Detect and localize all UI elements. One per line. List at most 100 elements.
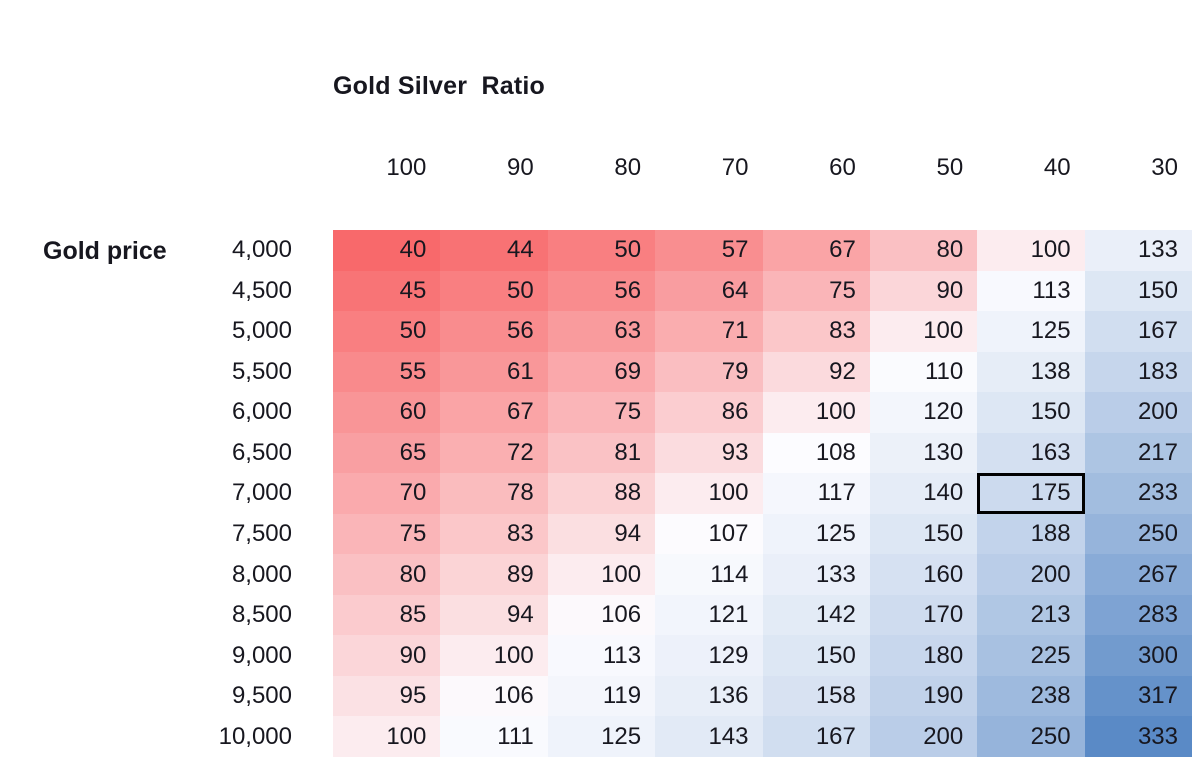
heatmap-cell[interactable]: 160: [869, 554, 978, 595]
heatmap-cell[interactable]: 163: [977, 432, 1085, 474]
heatmap-cell[interactable]: 117: [762, 473, 870, 514]
heatmap-cell[interactable]: 61: [440, 351, 548, 393]
heatmap-cell[interactable]: 94: [547, 513, 656, 555]
heatmap-cell[interactable]: 188: [977, 513, 1085, 555]
heatmap-cell[interactable]: 180: [869, 635, 978, 676]
heatmap-cell[interactable]: 100: [762, 392, 870, 433]
heatmap-cell[interactable]: 55: [333, 351, 441, 393]
heatmap-cell[interactable]: 283: [1084, 594, 1192, 636]
heatmap-cell[interactable]: 125: [547, 716, 656, 757]
heatmap-cell[interactable]: 75: [547, 392, 656, 433]
heatmap-cell[interactable]: 150: [977, 392, 1085, 433]
heatmap-cell[interactable]: 81: [547, 432, 656, 474]
heatmap-cell[interactable]: 110: [869, 351, 978, 393]
heatmap-cell[interactable]: 100: [655, 473, 763, 514]
heatmap-cell[interactable]: 79: [655, 351, 763, 393]
heatmap-cell[interactable]: 107: [655, 513, 763, 555]
heatmap-cell[interactable]: 200: [977, 554, 1085, 595]
heatmap-cell[interactable]: 150: [762, 635, 870, 676]
heatmap-cell[interactable]: 106: [440, 675, 548, 717]
heatmap-cell[interactable]: 80: [333, 554, 441, 595]
heatmap-cell[interactable]: 250: [977, 716, 1085, 757]
heatmap-cell[interactable]: 72: [440, 432, 548, 474]
heatmap-cell[interactable]: 75: [333, 513, 441, 555]
heatmap-cell[interactable]: 40: [333, 230, 441, 271]
heatmap-cell[interactable]: 56: [547, 270, 656, 312]
heatmap-cell[interactable]: 90: [333, 635, 441, 676]
heatmap-cell[interactable]: 317: [1084, 675, 1192, 717]
heatmap-cell[interactable]: 90: [869, 270, 978, 312]
heatmap-cell[interactable]: 92: [762, 351, 870, 393]
heatmap-cell[interactable]: 50: [333, 311, 441, 352]
heatmap-cell[interactable]: 125: [977, 311, 1085, 352]
heatmap-cell[interactable]: 63: [547, 311, 656, 352]
heatmap-cell[interactable]: 89: [440, 554, 548, 595]
heatmap-cell[interactable]: 121: [655, 594, 763, 636]
heatmap-cell[interactable]: 267: [1084, 554, 1192, 595]
heatmap-cell[interactable]: 130: [869, 432, 978, 474]
heatmap-cell[interactable]: 200: [869, 716, 978, 757]
heatmap-cell[interactable]: 238: [977, 675, 1085, 717]
heatmap-cell-selected[interactable]: 175: [977, 473, 1085, 514]
heatmap-cell[interactable]: 113: [547, 635, 656, 676]
heatmap-cell[interactable]: 217: [1084, 432, 1192, 474]
heatmap-cell[interactable]: 45: [333, 270, 441, 312]
heatmap-cell[interactable]: 57: [655, 230, 763, 271]
heatmap-cell[interactable]: 190: [869, 675, 978, 717]
heatmap-cell[interactable]: 125: [762, 513, 870, 555]
heatmap-cell[interactable]: 136: [655, 675, 763, 717]
heatmap-cell[interactable]: 213: [977, 594, 1085, 636]
heatmap-cell[interactable]: 183: [1084, 351, 1192, 393]
heatmap-cell[interactable]: 129: [655, 635, 763, 676]
heatmap-cell[interactable]: 111: [440, 716, 548, 757]
heatmap-cell[interactable]: 80: [869, 230, 978, 271]
heatmap-cell[interactable]: 150: [869, 513, 978, 555]
heatmap-cell[interactable]: 119: [547, 675, 656, 717]
heatmap-cell[interactable]: 142: [762, 594, 870, 636]
heatmap-cell[interactable]: 143: [655, 716, 763, 757]
heatmap-cell[interactable]: 167: [762, 716, 870, 757]
heatmap-cell[interactable]: 113: [977, 270, 1085, 312]
heatmap-cell[interactable]: 50: [547, 230, 656, 271]
heatmap-cell[interactable]: 95: [333, 675, 441, 717]
heatmap-cell[interactable]: 93: [655, 432, 763, 474]
heatmap-cell[interactable]: 67: [440, 392, 548, 433]
heatmap-cell[interactable]: 100: [977, 230, 1085, 271]
heatmap-cell[interactable]: 108: [762, 432, 870, 474]
heatmap-cell[interactable]: 106: [547, 594, 656, 636]
heatmap-cell[interactable]: 167: [1084, 311, 1192, 352]
heatmap-cell[interactable]: 140: [869, 473, 978, 514]
heatmap-cell[interactable]: 44: [440, 230, 548, 271]
heatmap-cell[interactable]: 69: [547, 351, 656, 393]
heatmap-cell[interactable]: 170: [869, 594, 978, 636]
heatmap-cell[interactable]: 133: [762, 554, 870, 595]
heatmap-cell[interactable]: 50: [440, 270, 548, 312]
heatmap-cell[interactable]: 88: [547, 473, 656, 514]
heatmap-cell[interactable]: 150: [1084, 270, 1192, 312]
heatmap-cell[interactable]: 85: [333, 594, 441, 636]
heatmap-cell[interactable]: 83: [440, 513, 548, 555]
heatmap-cell[interactable]: 333: [1084, 716, 1192, 757]
heatmap-cell[interactable]: 83: [762, 311, 870, 352]
heatmap-cell[interactable]: 60: [333, 392, 441, 433]
heatmap-cell[interactable]: 70: [333, 473, 441, 514]
heatmap-cell[interactable]: 133: [1084, 230, 1192, 271]
heatmap-cell[interactable]: 100: [869, 311, 978, 352]
heatmap-cell[interactable]: 100: [547, 554, 656, 595]
heatmap-cell[interactable]: 64: [655, 270, 763, 312]
heatmap-cell[interactable]: 67: [762, 230, 870, 271]
heatmap-cell[interactable]: 300: [1084, 635, 1192, 676]
heatmap-cell[interactable]: 200: [1084, 392, 1192, 433]
heatmap-cell[interactable]: 158: [762, 675, 870, 717]
heatmap-cell[interactable]: 65: [333, 432, 441, 474]
heatmap-cell[interactable]: 120: [869, 392, 978, 433]
heatmap-cell[interactable]: 100: [440, 635, 548, 676]
heatmap-cell[interactable]: 233: [1084, 473, 1192, 514]
heatmap-cell[interactable]: 100: [333, 716, 441, 757]
heatmap-cell[interactable]: 75: [762, 270, 870, 312]
heatmap-cell[interactable]: 225: [977, 635, 1085, 676]
heatmap-cell[interactable]: 71: [655, 311, 763, 352]
heatmap-cell[interactable]: 250: [1084, 513, 1192, 555]
heatmap-cell[interactable]: 86: [655, 392, 763, 433]
heatmap-cell[interactable]: 78: [440, 473, 548, 514]
